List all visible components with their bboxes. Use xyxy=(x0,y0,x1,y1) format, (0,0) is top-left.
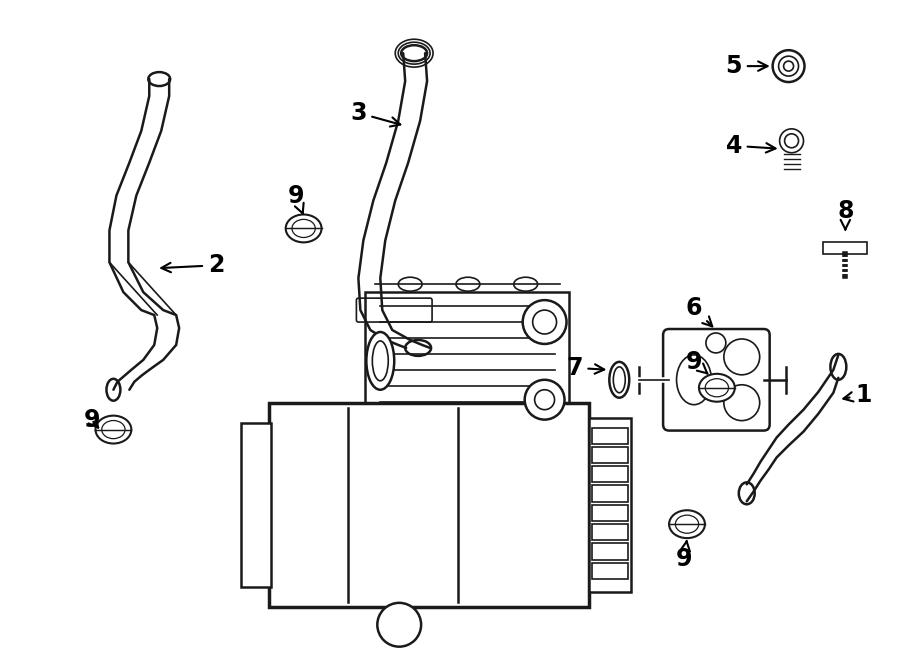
Text: 1: 1 xyxy=(843,383,871,407)
Circle shape xyxy=(706,333,725,353)
Bar xyxy=(592,447,628,463)
Text: 8: 8 xyxy=(837,198,853,229)
Ellipse shape xyxy=(95,416,131,444)
Ellipse shape xyxy=(398,277,422,291)
Circle shape xyxy=(525,380,564,420)
Bar xyxy=(592,485,628,502)
Bar xyxy=(590,418,631,592)
Text: 2: 2 xyxy=(161,253,224,277)
Ellipse shape xyxy=(285,214,321,243)
Text: 5: 5 xyxy=(725,54,768,78)
Bar xyxy=(592,466,628,483)
Text: 9: 9 xyxy=(84,408,100,432)
Bar xyxy=(365,292,570,430)
Circle shape xyxy=(523,300,566,344)
Bar xyxy=(592,524,628,540)
Bar xyxy=(592,543,628,560)
Text: 4: 4 xyxy=(725,134,776,158)
Bar xyxy=(824,243,868,254)
Circle shape xyxy=(779,129,804,153)
Ellipse shape xyxy=(456,277,480,291)
Ellipse shape xyxy=(609,362,629,398)
Ellipse shape xyxy=(699,374,734,402)
Ellipse shape xyxy=(366,332,394,390)
Text: 7: 7 xyxy=(566,356,604,380)
Text: 9: 9 xyxy=(287,184,304,214)
Circle shape xyxy=(772,50,805,82)
Bar xyxy=(241,422,271,587)
Bar xyxy=(592,505,628,521)
Circle shape xyxy=(377,603,421,646)
Text: 6: 6 xyxy=(686,296,712,327)
Ellipse shape xyxy=(514,277,537,291)
Ellipse shape xyxy=(669,510,705,538)
Bar xyxy=(592,563,628,579)
Bar xyxy=(269,403,590,607)
Text: 9: 9 xyxy=(676,541,692,571)
Bar xyxy=(592,428,628,444)
Text: 9: 9 xyxy=(686,350,707,374)
Text: 3: 3 xyxy=(350,101,400,126)
FancyBboxPatch shape xyxy=(663,329,770,430)
